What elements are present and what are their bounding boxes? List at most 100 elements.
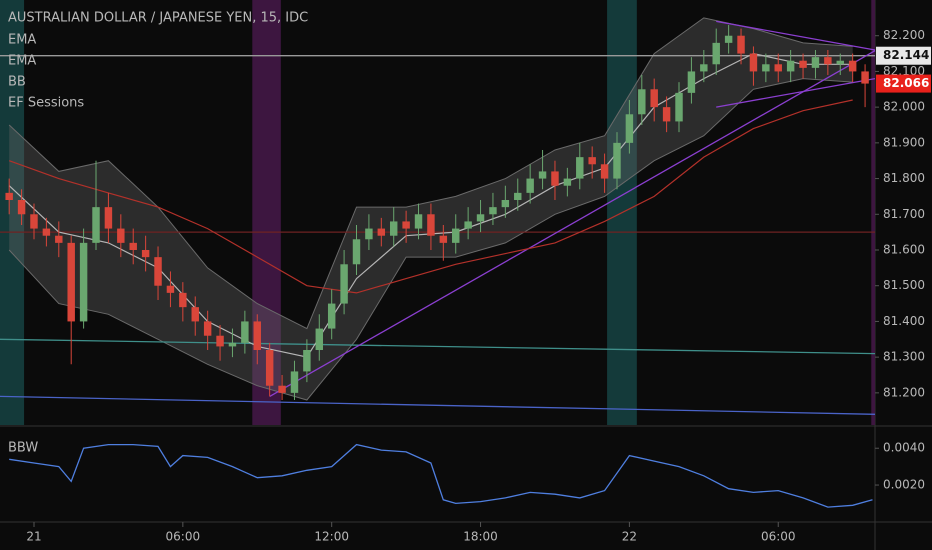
candle-body — [179, 292, 187, 308]
candle-body — [265, 350, 274, 386]
candle-body — [600, 164, 609, 179]
candle-body — [55, 235, 63, 243]
y-tick-label: 81.900 — [883, 135, 925, 149]
candle-body — [613, 142, 621, 179]
y-tick-label: 82.100 — [883, 64, 925, 78]
y-tick-label: 81.400 — [883, 314, 925, 328]
y-tick-label: 81.500 — [883, 278, 925, 292]
candle-body — [452, 228, 460, 243]
price-tag — [876, 74, 931, 93]
candle-body — [687, 71, 696, 93]
bb-lower — [8, 78, 853, 401]
candle-body — [724, 35, 733, 43]
candle-body — [526, 178, 534, 193]
candle-body — [737, 35, 745, 54]
candle-body — [216, 335, 224, 347]
price-tag-label: 82.144 — [883, 48, 929, 62]
drawn-line — [269, 50, 876, 397]
x-tick-label: 06:00 — [761, 530, 796, 544]
y-tick-label: 0.0040 — [883, 441, 925, 455]
bb-upper — [8, 17, 853, 330]
x-tick-label: 22 — [622, 530, 637, 544]
candle-body — [638, 89, 646, 115]
candle-body — [625, 114, 634, 143]
bbw-line — [9, 443, 873, 508]
candle-body — [253, 321, 261, 350]
candle-body — [538, 171, 547, 179]
candle-body — [315, 328, 324, 350]
candle-body — [203, 321, 212, 336]
candle-body — [402, 221, 410, 229]
candle-body — [42, 228, 51, 236]
candle-body — [489, 207, 497, 215]
candle-body — [464, 221, 472, 229]
candle-body — [786, 60, 795, 72]
candle-body — [290, 371, 299, 393]
x-tick-label: 21 — [26, 530, 41, 544]
candle-body — [166, 285, 175, 293]
candle-body — [377, 228, 386, 236]
y-tick-label: 81.200 — [883, 385, 925, 399]
candle-body — [439, 235, 448, 243]
candle-body — [340, 264, 348, 304]
price-tag-label: 82.066 — [883, 76, 929, 90]
candle-body — [576, 157, 584, 179]
candle-body — [551, 171, 559, 186]
chart-title: AUSTRALIAN DOLLAR / JAPANESE YEN, 15, ID… — [8, 11, 308, 26]
y-tick-label: 81.600 — [883, 243, 925, 257]
candle-body — [700, 64, 708, 72]
drawn-line — [0, 338, 876, 355]
candle-body — [352, 239, 361, 265]
x-tick-label: 18:00 — [463, 530, 498, 544]
candle-body — [228, 342, 237, 347]
session-band — [871, 0, 875, 425]
candle-body — [365, 228, 373, 240]
candle-body — [848, 60, 857, 72]
candle-body — [327, 303, 336, 329]
y-tick-label: 81.800 — [883, 171, 925, 185]
candle-body — [414, 214, 423, 229]
legend-entry: EF Sessions — [8, 96, 84, 111]
candle-body — [389, 221, 398, 236]
drawn-line — [716, 20, 876, 51]
candle-body — [514, 192, 522, 200]
candle-body — [117, 228, 125, 243]
ema-line — [8, 99, 853, 294]
candle-body — [650, 89, 658, 108]
candle-body — [67, 242, 75, 322]
candle-body — [749, 53, 758, 72]
candle-body — [774, 64, 782, 72]
candle-body — [501, 200, 510, 208]
candle-body — [79, 242, 88, 322]
y-tick-label: 81.300 — [883, 350, 925, 364]
drawn-line — [716, 77, 876, 108]
legend: AUSTRALIAN DOLLAR / JAPANESE YEN, 15, ID… — [8, 11, 308, 111]
candle-body — [141, 250, 150, 258]
y-tick-label: 82.000 — [883, 100, 925, 114]
y-tick-label: 81.700 — [883, 207, 925, 221]
y-tick-label: 0.0020 — [883, 478, 925, 492]
candle-body — [811, 57, 820, 68]
candle-body — [104, 207, 113, 229]
candle-body — [129, 242, 137, 250]
candle-body — [712, 42, 720, 65]
y-tick-label: 82.200 — [883, 28, 925, 42]
candle-body — [427, 214, 435, 236]
candle-body — [17, 200, 26, 215]
candle-body — [824, 57, 832, 65]
price-tag — [876, 46, 931, 65]
candle-body — [563, 178, 572, 186]
candle-body — [836, 60, 844, 65]
candle-body — [675, 92, 683, 122]
candle-body — [154, 257, 162, 286]
x-tick-label: 12:00 — [314, 530, 349, 544]
candle-body — [5, 192, 13, 200]
pane-title: BBW — [8, 441, 38, 456]
legend-entry: BB — [8, 75, 26, 90]
candle-body — [278, 385, 286, 393]
candle-body — [30, 214, 38, 229]
candle-body — [241, 321, 249, 343]
legend-entry: EMA — [8, 33, 36, 48]
candle-body — [588, 157, 596, 165]
